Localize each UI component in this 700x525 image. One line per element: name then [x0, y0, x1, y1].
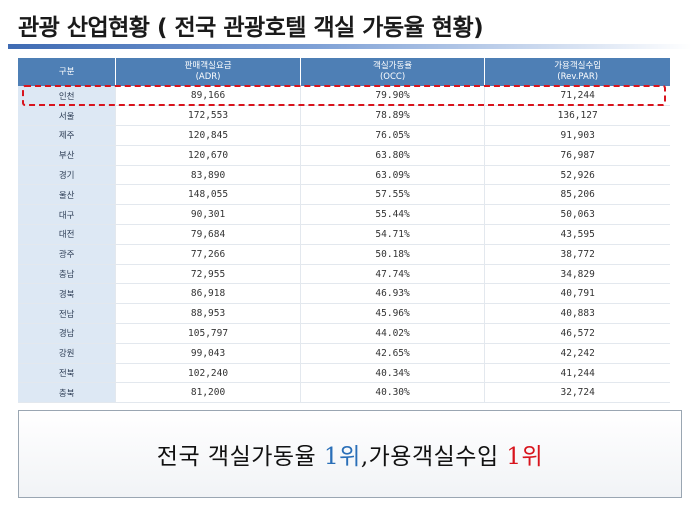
cell-adr: 99,043: [115, 343, 301, 364]
summary-callout: 전국 객실가동율 1위 ,가용객실수입 1위: [18, 410, 682, 498]
table-header-row: 구분 판매객실요금 (ADR) 객실가동율 (OCC) 가용객실수입 (Rev.PAR…: [18, 58, 670, 86]
page-title: 관광 산업현황 ( 전국 관광호텔 객실 가동율 현황): [18, 15, 484, 41]
summary-rank-revpar: 1위: [506, 444, 544, 470]
cell-occ: 46.93%: [300, 283, 486, 305]
cell-region: 인천: [18, 86, 117, 107]
cell-revpar: 85,206: [484, 184, 670, 206]
table-row: 경남 105,797 44.02% 46,572: [18, 323, 670, 344]
cell-occ: 45.96%: [300, 303, 486, 325]
cell-region: 경남: [18, 323, 117, 344]
occupancy-table: 구분 판매객실요금 (ADR) 객실가동율 (OCC) 가용객실수입 (Rev.PAR…: [18, 58, 670, 404]
table-row: 경북 86,918 46.93% 40,791: [18, 283, 670, 305]
cell-occ: 40.30%: [300, 382, 486, 404]
cell-region: 경북: [18, 283, 117, 305]
cell-region: 대전: [18, 224, 117, 245]
table-row: 부산 120,670 63.80% 76,987: [18, 145, 670, 166]
cell-adr: 89,166: [115, 86, 301, 107]
cell-adr: 86,918: [115, 283, 301, 305]
cell-revpar: 71,244: [484, 86, 670, 107]
column-header-adr: 판매객실요금 (ADR): [115, 58, 301, 86]
table-row: 경기 83,890 63.09% 52,926: [18, 165, 670, 186]
table-row: 강원 99,043 42.65% 42,242: [18, 343, 670, 364]
cell-revpar: 136,127: [484, 105, 670, 127]
cell-region: 전북: [18, 363, 117, 384]
cell-region: 강원: [18, 343, 117, 364]
column-header-occ: 객실가동율 (OCC): [300, 58, 486, 86]
cell-occ: 40.34%: [300, 363, 486, 384]
cell-adr: 148,055: [115, 184, 301, 206]
cell-revpar: 38,772: [484, 244, 670, 265]
table-row: 충북 81,200 40.30% 32,724: [18, 382, 670, 404]
cell-region: 울산: [18, 184, 117, 206]
cell-adr: 79,684: [115, 224, 301, 245]
table-row: 제주 120,845 76.05% 91,903: [18, 125, 670, 146]
cell-adr: 120,670: [115, 145, 301, 166]
cell-region: 서울: [18, 105, 117, 127]
table-row: 인천 89,166 79.90% 71,244: [18, 86, 670, 107]
cell-occ: 54.71%: [300, 224, 486, 245]
cell-revpar: 34,829: [484, 264, 670, 285]
cell-revpar: 41,244: [484, 363, 670, 384]
cell-adr: 83,890: [115, 165, 301, 186]
cell-occ: 42.65%: [300, 343, 486, 364]
cell-revpar: 76,987: [484, 145, 670, 166]
cell-adr: 172,553: [115, 105, 301, 127]
cell-region: 제주: [18, 125, 117, 146]
cell-adr: 77,266: [115, 244, 301, 265]
cell-revpar: 91,903: [484, 125, 670, 146]
cell-adr: 105,797: [115, 323, 301, 344]
cell-occ: 44.02%: [300, 323, 486, 344]
cell-revpar: 40,791: [484, 283, 670, 305]
cell-occ: 63.09%: [300, 165, 486, 186]
cell-occ: 57.55%: [300, 184, 486, 206]
cell-region: 부산: [18, 145, 117, 166]
title-underline: [8, 44, 692, 49]
table-row: 전남 88,953 45.96% 40,883: [18, 303, 670, 325]
cell-occ: 63.80%: [300, 145, 486, 166]
cell-occ: 78.89%: [300, 105, 486, 127]
cell-region: 충남: [18, 264, 117, 285]
cell-revpar: 43,595: [484, 224, 670, 245]
table-row: 울산 148,055 57.55% 85,206: [18, 184, 670, 206]
summary-rank-occupancy: 1위: [324, 444, 361, 470]
table-row: 대구 90,301 55.44% 50,063: [18, 204, 670, 226]
table-row: 충남 72,955 47.74% 34,829: [18, 264, 670, 285]
cell-region: 충북: [18, 382, 117, 404]
occupancy-table-container: 구분 판매객실요금 (ADR) 객실가동율 (OCC) 가용객실수입 (Rev.PAR…: [18, 58, 670, 404]
cell-adr: 102,240: [115, 363, 301, 384]
cell-adr: 90,301: [115, 204, 301, 226]
column-header-revpar: 가용객실수입 (Rev.PAR): [484, 58, 670, 86]
cell-revpar: 40,883: [484, 303, 670, 325]
cell-region: 광주: [18, 244, 117, 265]
cell-region: 경기: [18, 165, 117, 186]
cell-occ: 55.44%: [300, 204, 486, 226]
cell-revpar: 42,242: [484, 343, 670, 364]
table-row: 전북 102,240 40.34% 41,244: [18, 363, 670, 384]
table-row: 대전 79,684 54.71% 43,595: [18, 224, 670, 245]
cell-occ: 79.90%: [300, 86, 486, 107]
cell-region: 대구: [18, 204, 117, 226]
cell-occ: 50.18%: [300, 244, 486, 265]
table-row: 광주 77,266 50.18% 38,772: [18, 244, 670, 265]
summary-text-revpar: ,가용객실수입: [360, 444, 507, 470]
cell-adr: 72,955: [115, 264, 301, 285]
cell-region: 전남: [18, 303, 117, 325]
cell-adr: 88,953: [115, 303, 301, 325]
cell-revpar: 52,926: [484, 165, 670, 186]
cell-revpar: 50,063: [484, 204, 670, 226]
table-row: 서울 172,553 78.89% 136,127: [18, 105, 670, 127]
cell-occ: 47.74%: [300, 264, 486, 285]
cell-revpar: 46,572: [484, 323, 670, 344]
cell-revpar: 32,724: [484, 382, 670, 404]
cell-adr: 120,845: [115, 125, 301, 146]
cell-adr: 81,200: [115, 382, 301, 404]
summary-text-occupancy: 전국 객실가동율: [156, 444, 325, 470]
column-header-region: 구분: [18, 58, 117, 86]
cell-occ: 76.05%: [300, 125, 486, 146]
